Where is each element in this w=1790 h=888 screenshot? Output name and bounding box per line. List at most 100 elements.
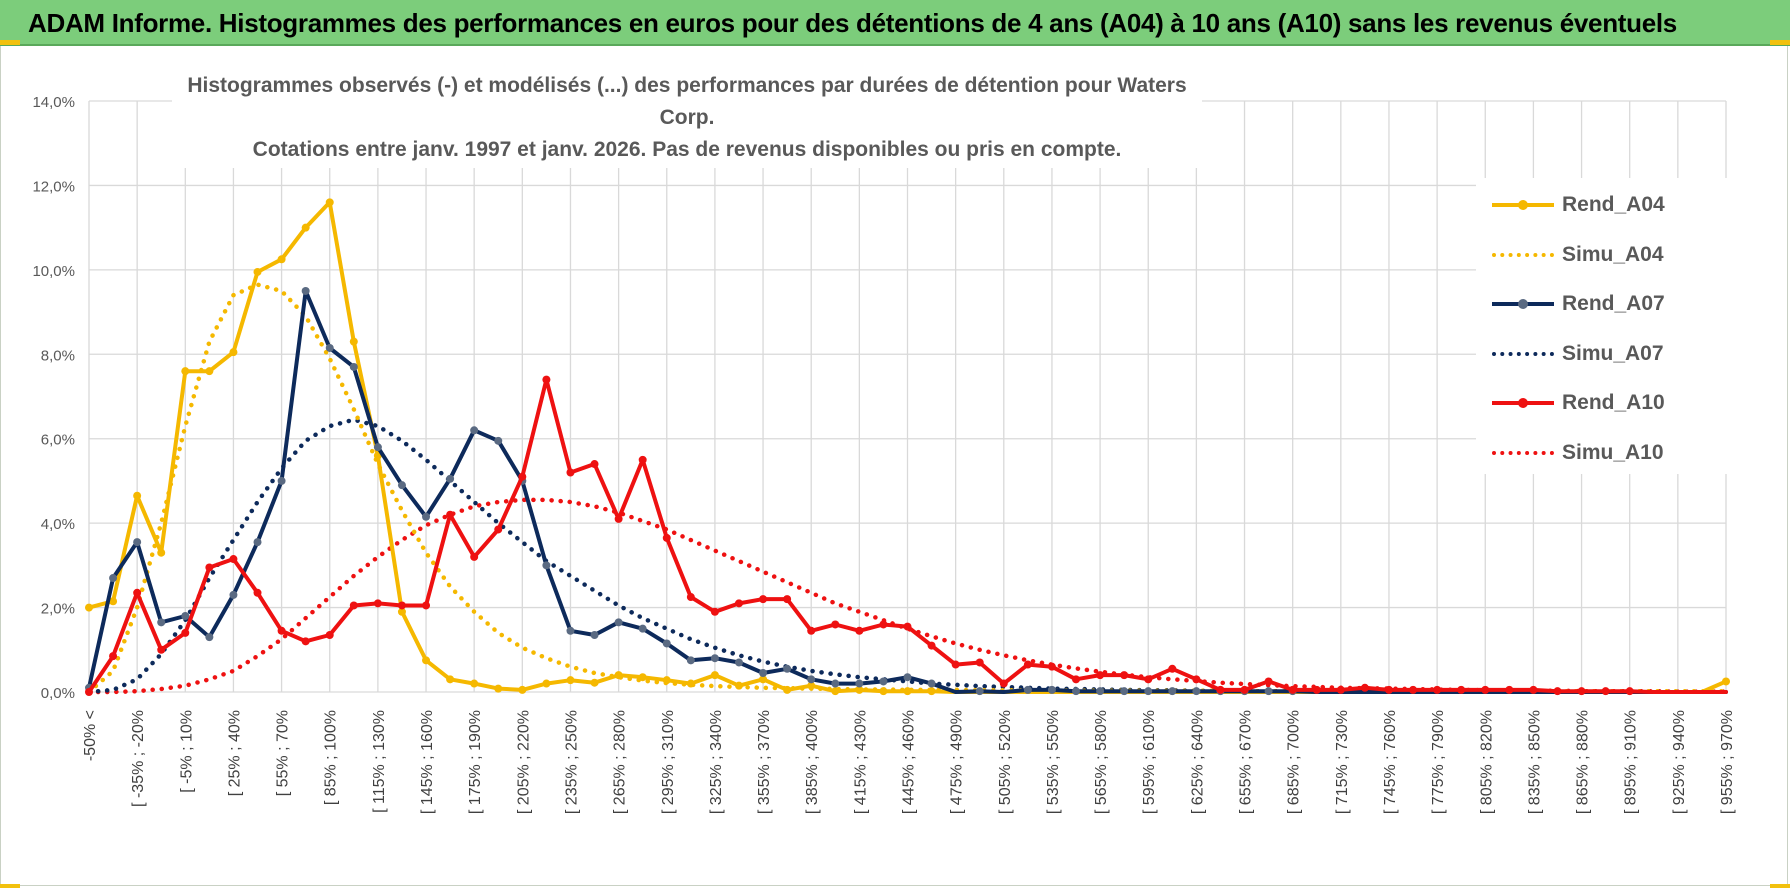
data-point-rend-a07 [422, 512, 431, 521]
data-point-rend-a07 [783, 664, 792, 673]
data-point-rend-a07 [1144, 687, 1153, 696]
data-point-rend-a10 [590, 460, 599, 469]
x-tick-label: [ 505% ; 520% [997, 710, 1014, 814]
y-tick-label: 10,0% [32, 263, 75, 280]
data-point-rend-a10 [1409, 685, 1418, 694]
data-point-rend-a10 [1553, 687, 1562, 696]
x-tick-label: [ 775% ; 790% [1430, 710, 1447, 814]
data-point-rend-a07 [759, 669, 768, 678]
data-point-rend-a10 [1240, 685, 1249, 694]
legend-swatch [1492, 199, 1554, 211]
series-line-simu-a04 [86, 282, 1729, 695]
data-point-rend-a10 [253, 588, 262, 597]
data-point-rend-a07 [229, 590, 238, 599]
x-tick-label: [ 895% ; 910% [1623, 710, 1640, 814]
data-point-rend-a10 [734, 599, 743, 608]
report-banner: ADAM Informe. Histogrammes des performan… [0, 0, 1790, 46]
x-tick-label: [ -5% ; 10% [178, 710, 195, 793]
x-tick-label: [ 925% ; 940% [1671, 710, 1688, 814]
legend-label: Simu_A04 [1562, 242, 1664, 266]
data-point-rend-a07 [109, 574, 118, 583]
data-point-rend-a04 [686, 679, 695, 688]
x-tick-label: [ 85% ; 100% [323, 710, 340, 805]
x-tick-label: [ 865% ; 880% [1575, 710, 1592, 814]
x-tick-label: [ 535% ; 550% [1045, 710, 1062, 814]
legend-label: Simu_A10 [1562, 440, 1664, 464]
data-point-rend-a10 [783, 595, 792, 604]
data-point-rend-a07 [927, 679, 936, 688]
data-point-rend-a10 [1072, 675, 1081, 684]
data-point-rend-a10 [638, 455, 647, 464]
data-point-rend-a04 [422, 656, 431, 665]
data-point-rend-a07 [133, 538, 142, 547]
data-point-rend-a04 [470, 679, 479, 688]
data-point-rend-a07 [638, 624, 647, 633]
data-point-rend-a07 [494, 436, 503, 445]
data-point-rend-a10 [951, 660, 960, 669]
legend-label: Rend_A07 [1562, 292, 1665, 315]
x-tick-label: [ 55% ; 70% [275, 710, 292, 796]
data-point-rend-a10 [133, 588, 142, 597]
data-point-rend-a07 [373, 443, 382, 452]
legend-item-rend-a04: Rend_A04 [1492, 190, 1665, 220]
data-point-rend-a07 [1120, 687, 1129, 696]
data-point-rend-a04 [518, 685, 527, 694]
x-tick-label: [ 295% ; 310% [660, 710, 677, 814]
y-tick-label: 14,0% [32, 94, 75, 111]
data-point-rend-a07 [831, 679, 840, 688]
x-tick-label: [ 475% ; 490% [949, 710, 966, 814]
banner-accent-right [1770, 40, 1790, 45]
x-tick-label: [ 445% ; 460% [901, 710, 918, 814]
data-point-rend-a10 [855, 626, 864, 635]
x-tick-label: -50% < [82, 710, 99, 761]
data-point-rend-a04 [133, 491, 142, 500]
chart-legend: Rend_A04 Simu_A04 Rend_A07 Simu_A07 Rend_A10… [1476, 178, 1766, 474]
data-point-rend-a10 [229, 555, 238, 564]
x-tick-label: [ 25% ; 40% [226, 710, 243, 796]
data-point-rend-a10 [422, 601, 431, 610]
x-tick-label: [ 355% ; 370% [756, 710, 773, 814]
data-point-rend-a10 [903, 622, 912, 631]
data-point-rend-a04 [638, 673, 647, 682]
y-tick-label: 6,0% [41, 432, 75, 449]
data-point-rend-a07 [975, 687, 984, 696]
data-point-rend-a10 [1336, 685, 1345, 694]
data-point-rend-a10 [879, 620, 888, 629]
data-point-rend-a07 [301, 286, 310, 295]
data-point-rend-a07 [181, 612, 190, 621]
data-point-rend-a07 [157, 618, 166, 627]
banner-accent-left [0, 40, 20, 45]
data-point-rend-a04 [253, 267, 262, 276]
data-point-rend-a10 [831, 620, 840, 629]
data-point-rend-a04 [1722, 677, 1730, 686]
data-point-rend-a10 [1625, 687, 1634, 696]
data-point-rend-a07 [1072, 687, 1081, 696]
data-point-rend-a10 [446, 510, 455, 519]
data-point-rend-a04 [109, 597, 118, 606]
data-point-rend-a10 [373, 599, 382, 608]
data-point-rend-a10 [686, 593, 695, 602]
legend-item-simu-a04: Simu_A04 [1492, 240, 1664, 270]
data-point-rend-a10 [1601, 687, 1610, 696]
data-point-rend-a04 [277, 255, 286, 264]
data-point-rend-a04 [783, 685, 792, 694]
data-point-rend-a07 [614, 618, 623, 627]
x-tick-label: [ 325% ; 340% [708, 710, 725, 814]
x-tick-label: [ 685% ; 700% [1286, 710, 1303, 814]
x-tick-label: [ 595% ; 610% [1141, 710, 1158, 814]
data-point-rend-a07 [325, 343, 334, 352]
y-tick-label: 0,0% [41, 685, 75, 702]
data-point-rend-a10 [566, 468, 575, 477]
bottom-accent-left [0, 884, 20, 888]
x-tick-label: [ 835% ; 850% [1526, 710, 1543, 814]
data-point-rend-a04 [590, 678, 599, 687]
data-point-rend-a04 [807, 681, 816, 690]
x-tick-label: [ -35% ; -20% [130, 710, 147, 807]
legend-swatch [1492, 397, 1554, 409]
data-point-rend-a04 [181, 367, 190, 376]
data-point-rend-a10 [1384, 685, 1393, 694]
y-tick-label: 12,0% [32, 178, 75, 195]
data-point-rend-a10 [1216, 685, 1225, 694]
data-point-rend-a10 [975, 658, 984, 667]
data-point-rend-a10 [470, 552, 479, 561]
